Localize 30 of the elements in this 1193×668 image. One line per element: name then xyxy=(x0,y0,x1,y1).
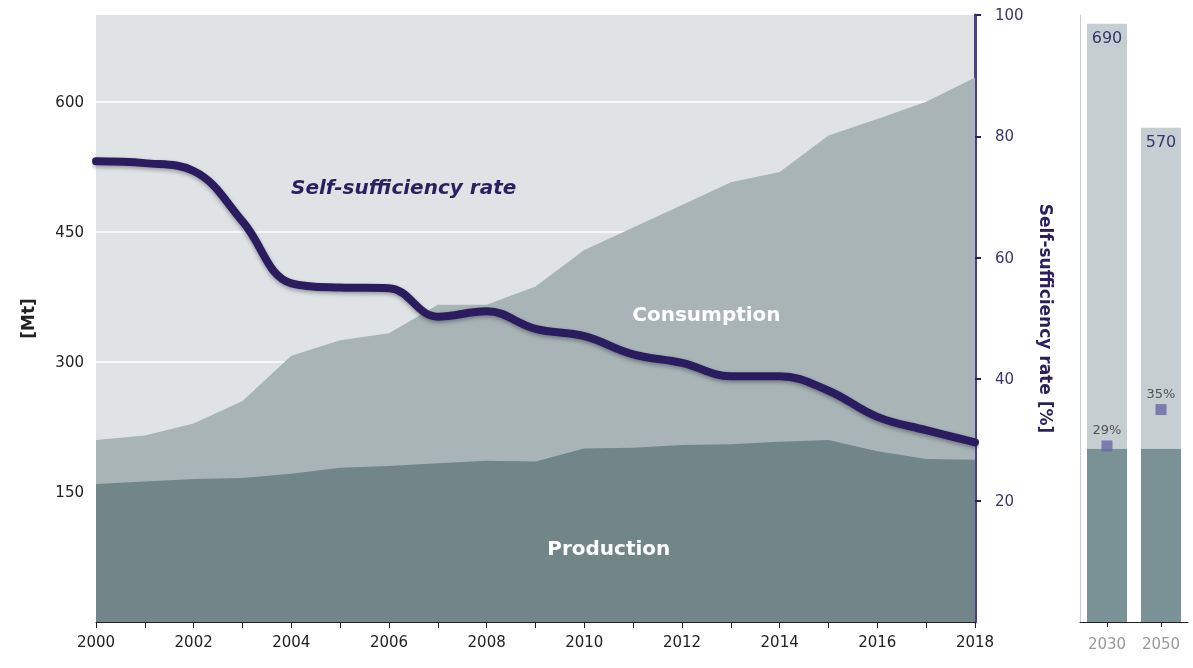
x-tick-label: 2030 xyxy=(1087,634,1127,653)
y2-tick-label: 80 xyxy=(995,127,1015,146)
y-axis-title: [Mt] xyxy=(17,298,38,339)
y2-tick-label: 100 xyxy=(995,6,1024,24)
y2-axis-title: Self-sufficiency rate [%] xyxy=(1035,203,1056,434)
y-tick-label: 150 xyxy=(55,482,84,501)
total-label: 690 xyxy=(1091,28,1123,48)
x-tick-label: 2002 xyxy=(174,632,213,651)
x-tick-label: 2006 xyxy=(369,632,409,651)
x-tick-label: 2010 xyxy=(565,632,604,651)
total-label: 570 xyxy=(1145,132,1177,152)
x-tick-label: 2008 xyxy=(467,632,506,651)
y-tick-label: 450 xyxy=(55,222,84,241)
x-tick-label: 2004 xyxy=(272,632,311,651)
series-label: Consumption xyxy=(632,302,781,327)
data-label: 35% xyxy=(1146,386,1176,402)
data-label: 29% xyxy=(1092,422,1122,438)
y-tick-label: 600 xyxy=(55,92,84,111)
x-tick-label: 2016 xyxy=(858,632,897,651)
x-tick-label: 2012 xyxy=(662,632,702,651)
y2-tick-label: 20 xyxy=(995,491,1015,510)
y-tick-label: 300 xyxy=(55,352,84,371)
x-tick-label: 2000 xyxy=(76,632,116,651)
y2-tick-label: 40 xyxy=(995,370,1015,389)
series-label: Production xyxy=(547,536,671,561)
x-tick-label: 2050 xyxy=(1141,634,1181,653)
text: Self-sufficiency rate xyxy=(291,175,517,200)
y2-tick-label: 60 xyxy=(995,248,1015,267)
x-tick-label: 2014 xyxy=(760,632,799,651)
x-tick-label: 2018 xyxy=(955,632,995,651)
